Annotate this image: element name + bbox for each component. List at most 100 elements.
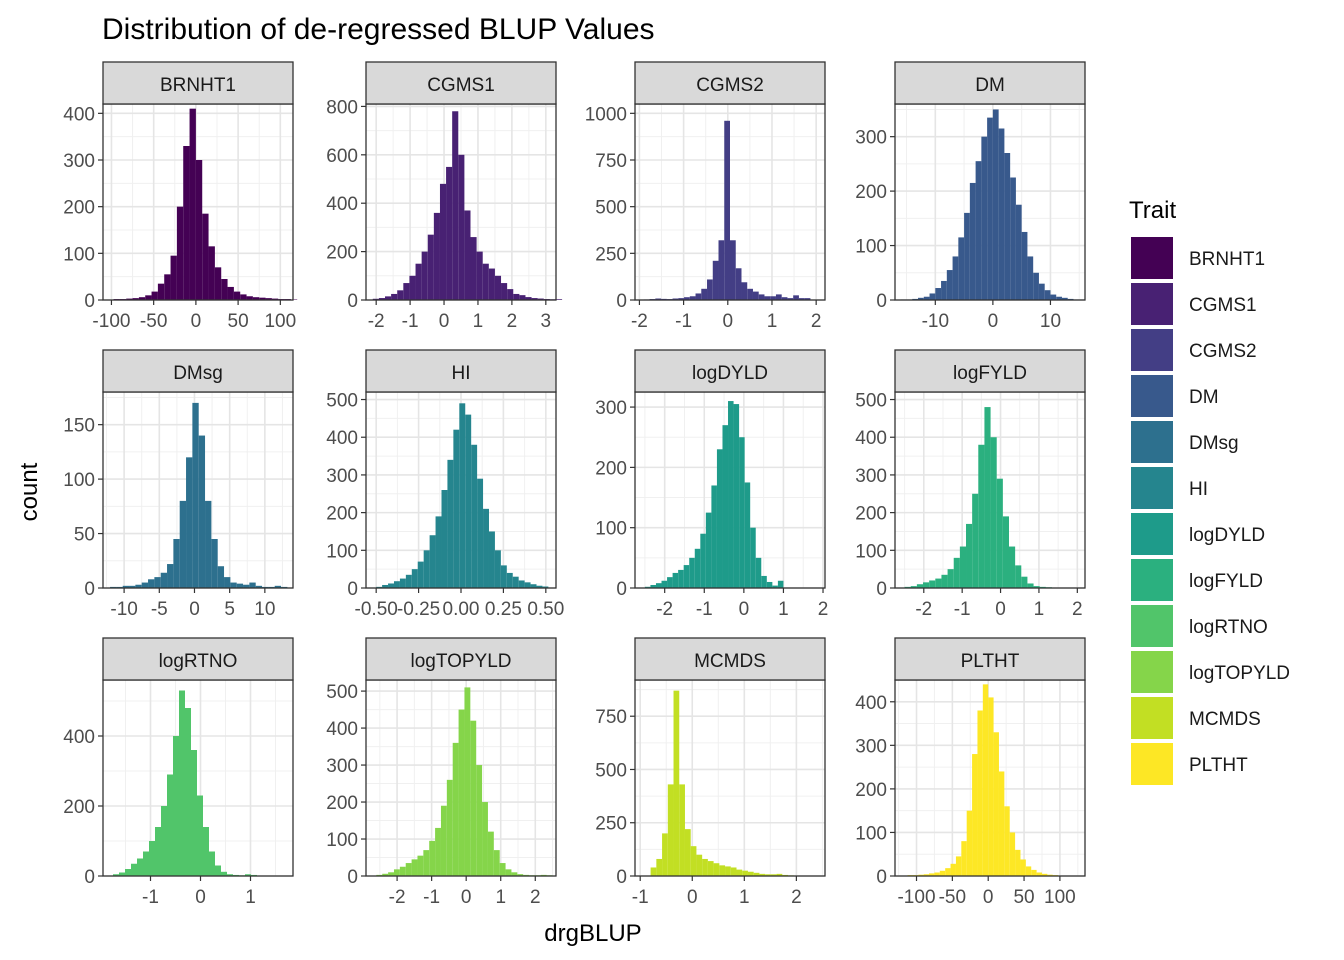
histogram-bar (765, 874, 771, 876)
histogram-bar (453, 429, 460, 588)
panel-dm: DM 0 100 200 300 -10 0 10 (855, 61, 1086, 332)
histogram-bar (488, 268, 495, 300)
histogram-bar (752, 291, 759, 300)
panel-logtopyld: logTOPYLD 0 100 200 300 400 500 -2 -1 0 1 2 (326, 637, 557, 908)
histogram-bar (689, 296, 696, 300)
facet-strip-label: HI (452, 363, 471, 384)
facet-strip-label: DM (975, 75, 1005, 96)
y-tick-label: 400 (326, 719, 358, 740)
histogram-bar (217, 566, 225, 588)
histogram-bar (977, 710, 983, 876)
histogram-bar (1038, 283, 1045, 300)
histogram-bar (1010, 177, 1016, 300)
x-tick-label: -10 (922, 311, 949, 332)
histogram-bar (1027, 256, 1034, 300)
x-tick-label: 0.50 (527, 599, 564, 620)
y-tick-label: 750 (595, 151, 627, 172)
histogram-bar (470, 720, 477, 876)
y-tick-label: 0 (876, 291, 887, 312)
x-tick-label: -100 (897, 887, 935, 908)
histogram-bar (513, 293, 520, 300)
facet-strip-label: logFYLD (953, 363, 1027, 384)
histogram-bar (145, 295, 152, 300)
histogram-bar (243, 584, 250, 588)
histogram-bar (719, 865, 726, 876)
histogram-bar (556, 299, 563, 300)
histogram-bar (701, 288, 708, 300)
facet-strip (634, 61, 826, 105)
histogram-bar (733, 404, 740, 588)
histogram-bar (439, 183, 447, 300)
x-tick-label: 3 (541, 311, 552, 332)
histogram-bar (252, 297, 260, 300)
y-tick-label: 300 (855, 128, 887, 149)
legend-label: logRTNO (1189, 617, 1268, 638)
histogram-bar (143, 851, 149, 876)
histogram-bar (992, 109, 999, 300)
facet-strip (102, 61, 294, 105)
histogram-bar (440, 805, 447, 876)
histogram-bar (667, 784, 674, 876)
histogram-bar (655, 298, 662, 300)
histogram-bar (505, 869, 512, 876)
x-tick-label: -2 (368, 311, 385, 332)
histogram-bar (488, 531, 495, 588)
x-tick-label: -1 (696, 599, 713, 620)
histogram-bar (690, 846, 697, 876)
legend-label: CGMS1 (1189, 295, 1257, 316)
histogram-bar (189, 108, 196, 301)
x-tick-label: -0.25 (397, 599, 440, 620)
histogram-bar (170, 255, 177, 300)
histogram-bar (702, 858, 708, 876)
histogram-bar (984, 407, 991, 588)
histogram-bar (530, 584, 537, 588)
panel-cgms2: CGMS2 0 250 500 750 1000 -2 -1 0 1 2 (585, 61, 826, 332)
histogram-bar (969, 182, 976, 300)
histogram-bar (755, 557, 762, 588)
legend-label: logDYLD (1189, 525, 1265, 546)
y-tick-label: 0 (616, 291, 627, 312)
histogram-bar (966, 810, 973, 876)
panel-hi: HI 0 100 200 300 400 500 -0.50 -0.25 0.00 0.25 0.50 (326, 349, 564, 620)
histogram-bar (1009, 832, 1016, 876)
y-tick-label: 500 (855, 391, 887, 412)
histogram-bar (766, 581, 773, 588)
x-tick-label: 2 (818, 599, 829, 620)
legend-key (1131, 559, 1173, 601)
histogram-bar (208, 246, 215, 300)
legend-key (1131, 467, 1173, 509)
histogram-bar (1009, 546, 1016, 588)
histogram-bar (119, 872, 125, 876)
x-tick-label: -2 (631, 311, 648, 332)
histogram-bar (1031, 869, 1037, 876)
histogram-bar (458, 154, 465, 300)
x-tick-label: 0 (189, 599, 200, 620)
histogram-bar (203, 827, 209, 876)
x-tick-label: -2 (915, 599, 932, 620)
histogram-bar (452, 111, 459, 300)
histogram-bar (772, 585, 778, 588)
x-tick-label: 1 (473, 311, 484, 332)
x-tick-label: -2 (389, 887, 406, 908)
histogram-bar (126, 298, 133, 300)
histogram-bar (525, 297, 532, 300)
histogram-bar (205, 500, 212, 588)
legend-key (1131, 651, 1173, 693)
legend-title: Trait (1129, 197, 1176, 224)
x-tick-label: 2 (791, 887, 802, 908)
histogram-bar (1047, 874, 1053, 876)
histogram-bar (939, 870, 946, 876)
histogram-bar (459, 403, 466, 588)
histogram-bar (405, 863, 412, 876)
histogram-bar (1027, 583, 1034, 588)
x-tick-label: 0 (687, 887, 698, 908)
histogram-bar (712, 260, 719, 300)
histogram-bar (265, 298, 272, 300)
histogram-bar (274, 585, 282, 588)
legend-key (1131, 605, 1173, 647)
facet-strip (102, 637, 294, 681)
histogram-bar (918, 297, 924, 300)
histogram-bar (161, 806, 167, 876)
histogram-bar (423, 550, 430, 588)
